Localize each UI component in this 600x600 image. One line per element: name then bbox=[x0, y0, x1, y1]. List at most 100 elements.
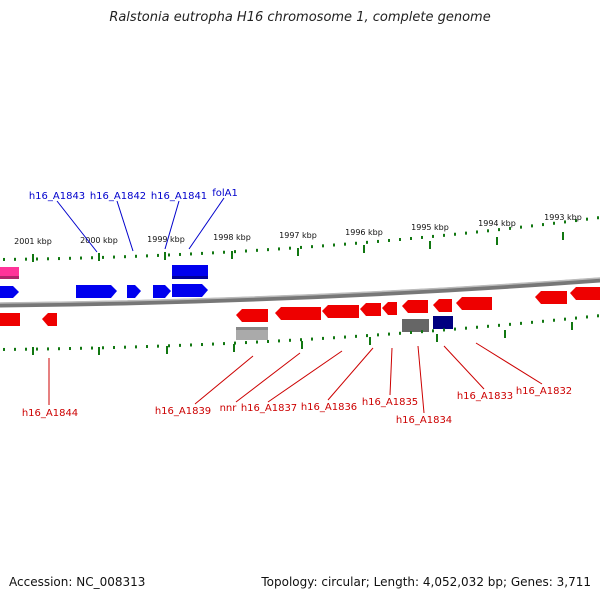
minor-tick bbox=[388, 332, 390, 336]
minor-tick bbox=[146, 345, 148, 349]
gene-label-reverse[interactable]: nnr bbox=[220, 403, 238, 414]
minor-tick bbox=[586, 315, 588, 319]
minor-tick bbox=[421, 235, 423, 239]
minor-tick bbox=[267, 339, 269, 343]
minor-tick bbox=[124, 255, 126, 259]
map-title: Ralstonia eutropha H16 chromosome 1, com… bbox=[109, 10, 491, 25]
minor-tick bbox=[476, 325, 478, 329]
gene-arrow[interactable] bbox=[322, 305, 359, 318]
gene-label-reverse[interactable]: h16_A1834 bbox=[396, 415, 452, 426]
minor-tick bbox=[3, 347, 5, 351]
minor-tick bbox=[355, 334, 357, 338]
minor-tick bbox=[410, 236, 412, 240]
gene-arrow[interactable] bbox=[236, 327, 268, 340]
minor-tick bbox=[388, 238, 390, 242]
gene-arrow[interactable] bbox=[402, 319, 429, 332]
minor-tick bbox=[102, 255, 104, 259]
forward-label-connectors bbox=[56, 197, 225, 253]
gene-arrow[interactable] bbox=[153, 285, 171, 298]
minor-tick bbox=[553, 221, 555, 225]
gene-label-reverse[interactable]: h16_A1832 bbox=[516, 386, 572, 397]
minor-tick bbox=[36, 257, 38, 261]
minor-tick bbox=[531, 224, 533, 228]
gene-arrow[interactable] bbox=[456, 297, 492, 310]
gene-label-reverse[interactable]: h16_A1833 bbox=[457, 391, 513, 402]
gene-arrow[interactable] bbox=[433, 299, 452, 312]
minor-tick bbox=[564, 317, 566, 321]
gene-label-forward[interactable]: h16_A1841 bbox=[151, 191, 207, 202]
minor-tick bbox=[157, 253, 159, 257]
gene-arrow[interactable] bbox=[535, 291, 567, 304]
gene-label-reverse[interactable]: h16_A1836 bbox=[301, 402, 357, 413]
minor-tick bbox=[333, 336, 335, 340]
minor-tick bbox=[344, 242, 346, 246]
gene-arrow[interactable] bbox=[76, 285, 117, 298]
minor-tick bbox=[421, 330, 423, 334]
minor-tick bbox=[553, 318, 555, 322]
gene-arrow[interactable] bbox=[172, 284, 208, 297]
minor-tick bbox=[289, 338, 291, 342]
minor-tick bbox=[234, 250, 236, 254]
minor-tick bbox=[443, 328, 445, 332]
gene-arrow[interactable] bbox=[275, 307, 321, 320]
minor-tick bbox=[432, 329, 434, 333]
minor-tick bbox=[58, 257, 60, 261]
minor-tick bbox=[113, 345, 115, 349]
minor-tick bbox=[157, 344, 159, 348]
minor-tick bbox=[575, 316, 577, 320]
kbp-label: 1998 kbp bbox=[213, 233, 251, 242]
minor-tick bbox=[487, 324, 489, 328]
minor-tick bbox=[333, 243, 335, 247]
gene-arrow[interactable] bbox=[172, 265, 208, 278]
gene-label-reverse[interactable]: h16_A1844 bbox=[22, 408, 78, 419]
gene-arrow[interactable] bbox=[382, 302, 397, 315]
gene-arrow[interactable] bbox=[0, 286, 19, 298]
forward-strand-genes bbox=[0, 265, 208, 298]
gene-arrow[interactable] bbox=[127, 285, 141, 298]
minor-tick bbox=[476, 230, 478, 234]
minor-tick bbox=[432, 234, 434, 238]
minor-tick bbox=[410, 330, 412, 334]
gene-arrow[interactable] bbox=[402, 300, 428, 313]
minor-tick bbox=[300, 338, 302, 342]
minor-tick bbox=[311, 337, 313, 341]
minor-tick bbox=[223, 342, 225, 346]
gene-label-reverse[interactable]: h16_A1837 bbox=[241, 403, 297, 414]
upper-tick-rail: 2001 kbp 2000 kbp 1999 kbp 1998 kbp 1997… bbox=[3, 213, 599, 262]
kbp-tick-marks bbox=[32, 232, 564, 262]
minor-tick bbox=[278, 339, 280, 343]
gene-label-forward[interactable]: h16_A1843 bbox=[29, 191, 85, 202]
gene-label-forward[interactable]: h16_A1842 bbox=[90, 191, 146, 202]
minor-tick bbox=[47, 257, 49, 261]
kbp-label: 1993 kbp bbox=[544, 213, 582, 222]
gene-arrow[interactable] bbox=[42, 313, 57, 326]
gene-label-reverse[interactable]: h16_A1835 bbox=[362, 397, 418, 408]
minor-tick bbox=[146, 254, 148, 258]
minor-tick bbox=[3, 257, 5, 261]
minor-tick bbox=[586, 217, 588, 221]
gene-arrow[interactable] bbox=[433, 316, 453, 329]
gene-arrow[interactable] bbox=[360, 303, 381, 316]
gene-arrow[interactable] bbox=[0, 313, 20, 326]
minor-tick bbox=[190, 252, 192, 256]
minor-tick bbox=[267, 248, 269, 252]
gene-label-reverse[interactable]: h16_A1839 bbox=[155, 406, 211, 417]
kbp-label: 2001 kbp bbox=[14, 237, 52, 246]
gene-arrow[interactable] bbox=[236, 309, 268, 322]
minor-tick bbox=[465, 231, 467, 235]
minor-tick bbox=[377, 239, 379, 243]
minor-tick bbox=[355, 241, 357, 245]
minor-tick bbox=[58, 347, 60, 351]
minor-tick bbox=[322, 336, 324, 340]
topology-text: Topology: circular; Length: 4,052,032 bp… bbox=[261, 575, 591, 589]
minor-tick bbox=[91, 346, 93, 350]
gene-label-forward[interactable]: folA1 bbox=[212, 188, 238, 199]
minor-tick bbox=[443, 233, 445, 237]
minor-tick bbox=[113, 255, 115, 259]
minor-tick bbox=[487, 229, 489, 233]
minor-tick bbox=[69, 256, 71, 260]
kbp-label: 1996 kbp bbox=[345, 228, 383, 237]
gene-arrow[interactable] bbox=[570, 287, 600, 300]
minor-tick bbox=[454, 327, 456, 331]
minor-tick bbox=[520, 321, 522, 325]
